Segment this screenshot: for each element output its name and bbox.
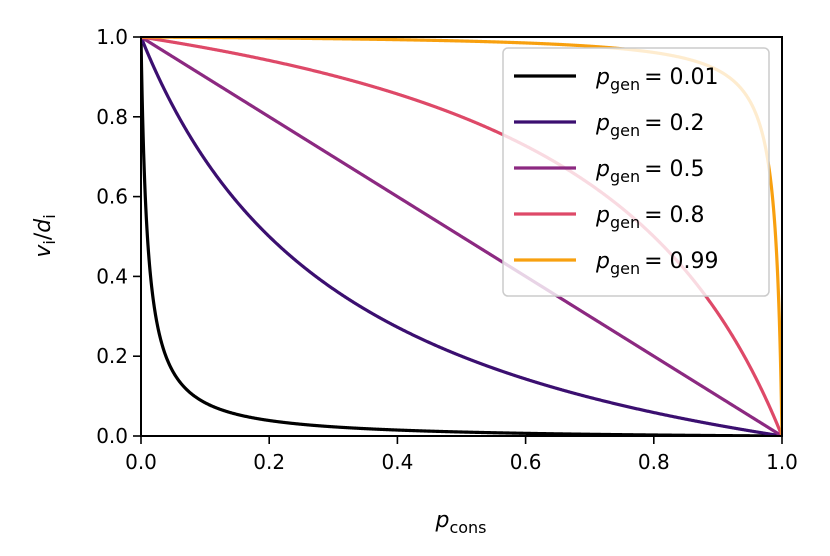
y-axis-label-v: v (31, 244, 56, 258)
legend-box (502, 47, 770, 297)
x-ticks: 0.0 0.2 0.4 0.6 0.8 1.0 (125, 436, 798, 474)
x-tick-label: 0.8 (638, 450, 670, 474)
plot-frame (140, 36, 783, 437)
legend-label-pgen-0.2: pgen = 0.2 (595, 111, 705, 140)
series-line-pgen-0.2 (141, 37, 782, 436)
y-tick-label: 1.0 (96, 25, 128, 49)
y-tick-label: 0.8 (96, 105, 128, 129)
x-tick-label: 1.0 (766, 450, 798, 474)
x-tick-label: 0.0 (125, 450, 157, 474)
legend-label-pgen-0.5: pgen = 0.5 (595, 157, 705, 186)
series-line-pgen-0.5 (141, 37, 782, 436)
x-axis-label: pcons (434, 508, 486, 537)
y-tick-label: 0.0 (96, 424, 128, 448)
y-ticks: 0.0 0.2 0.4 0.6 0.8 1.0 (96, 25, 141, 448)
y-tick-label: 0.6 (96, 185, 128, 209)
y-tick-label: 0.2 (96, 344, 128, 368)
x-axis-label-sub: cons (449, 518, 486, 537)
y-axis-label: vi/di (31, 214, 59, 257)
y-axis-label-slash: / (31, 232, 56, 240)
legend-items: pgen = 0.01 pgen = 0.2 pgen = 0.5 pgen = 0.8 pge… (514, 65, 719, 278)
legend-label-pgen-0.99: pgen = 0.99 (595, 249, 719, 278)
x-tick-label: 0.2 (253, 450, 285, 474)
x-tick-label: 0.4 (381, 450, 413, 474)
y-axis-label-d: d (31, 218, 56, 233)
legend: pgen = 0.01 pgen = 0.2 pgen = 0.5 pgen = 0.8 pge… (502, 47, 770, 297)
x-tick-label: 0.6 (510, 450, 542, 474)
legend-label-pgen-0.01: pgen = 0.01 (595, 65, 719, 94)
legend-label-pgen-0.8: pgen = 0.8 (595, 203, 705, 232)
y-tick-label: 0.4 (96, 264, 128, 288)
y-axis-label-i2: i (40, 214, 59, 218)
y-axis-label-i1: i (40, 240, 59, 244)
x-axis-label-main: p (434, 508, 449, 533)
